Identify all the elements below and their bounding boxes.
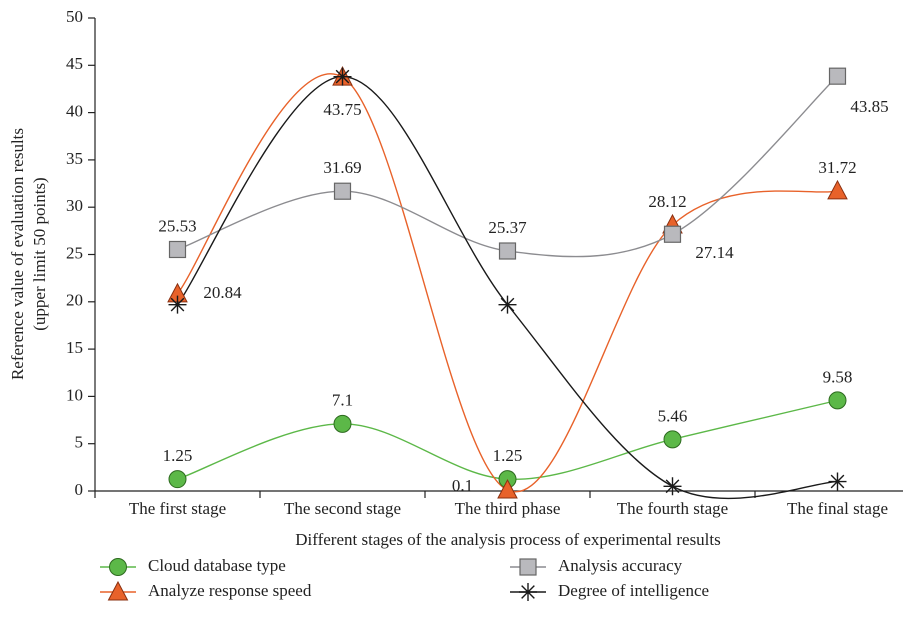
point xyxy=(109,558,127,576)
data-label: 28.12 xyxy=(648,192,686,211)
point xyxy=(519,558,537,576)
x-tick-label: The second stage xyxy=(284,499,401,518)
series-line xyxy=(177,399,838,480)
y-tick-label: 5 xyxy=(75,433,84,452)
data-label: 31.72 xyxy=(818,158,856,177)
data-label: 20.84 xyxy=(203,283,242,302)
data-label: 43.85 xyxy=(850,97,888,116)
y-tick-label: 30 xyxy=(66,196,83,215)
point xyxy=(498,242,517,260)
y-tick-label: 35 xyxy=(66,149,83,168)
x-tick-label: The first stage xyxy=(129,499,226,518)
data-label: 5.46 xyxy=(658,406,688,425)
y-tick-label: 50 xyxy=(66,7,83,26)
y-tick-label: 20 xyxy=(66,291,83,310)
point xyxy=(828,391,847,410)
point xyxy=(663,477,682,496)
x-axis-title: Different stages of the analysis process… xyxy=(295,530,721,549)
y-tick-label: 25 xyxy=(66,243,83,262)
point xyxy=(333,182,352,200)
y-axis-title: (upper limit 50 points) xyxy=(30,177,49,330)
data-label: 9.58 xyxy=(823,367,853,386)
point xyxy=(107,580,129,601)
point xyxy=(333,414,352,433)
data-label: 27.14 xyxy=(695,243,734,262)
point xyxy=(498,295,517,314)
y-tick-label: 10 xyxy=(66,385,83,404)
data-label: 25.37 xyxy=(488,218,527,237)
point xyxy=(168,240,187,259)
x-tick-label: The fourth stage xyxy=(617,499,728,518)
x-tick-label: The final stage xyxy=(787,499,888,518)
series-line xyxy=(176,73,838,493)
legend-label: Analysis accuracy xyxy=(558,556,683,575)
y-axis-title: Reference value of evaluation results xyxy=(8,128,27,380)
data-label: 1.25 xyxy=(493,446,523,465)
y-tick-label: 40 xyxy=(66,102,83,121)
data-label: 7.1 xyxy=(332,391,353,410)
x-tick-label: The third phase xyxy=(455,499,561,518)
legend-label: Analyze response speed xyxy=(148,581,312,600)
point xyxy=(168,295,187,314)
data-label: 25.53 xyxy=(158,216,196,235)
y-tick-label: 0 xyxy=(75,480,84,499)
data-label: 1.25 xyxy=(163,446,193,465)
y-tick-label: 15 xyxy=(66,338,83,357)
point xyxy=(333,67,352,86)
data-label: 43.75 xyxy=(323,100,361,119)
point xyxy=(663,225,682,243)
point xyxy=(168,470,187,489)
series-line xyxy=(176,75,838,500)
point xyxy=(519,583,537,601)
point xyxy=(827,179,848,200)
legend-label: Degree of intelligence xyxy=(558,581,709,600)
point xyxy=(828,472,847,491)
point xyxy=(497,478,518,499)
point xyxy=(828,67,847,85)
point xyxy=(663,430,682,449)
data-label: 31.69 xyxy=(323,158,361,177)
y-tick-label: 45 xyxy=(66,54,83,73)
legend-label: Cloud database type xyxy=(148,556,286,575)
data-label: 0.1 xyxy=(452,476,473,495)
